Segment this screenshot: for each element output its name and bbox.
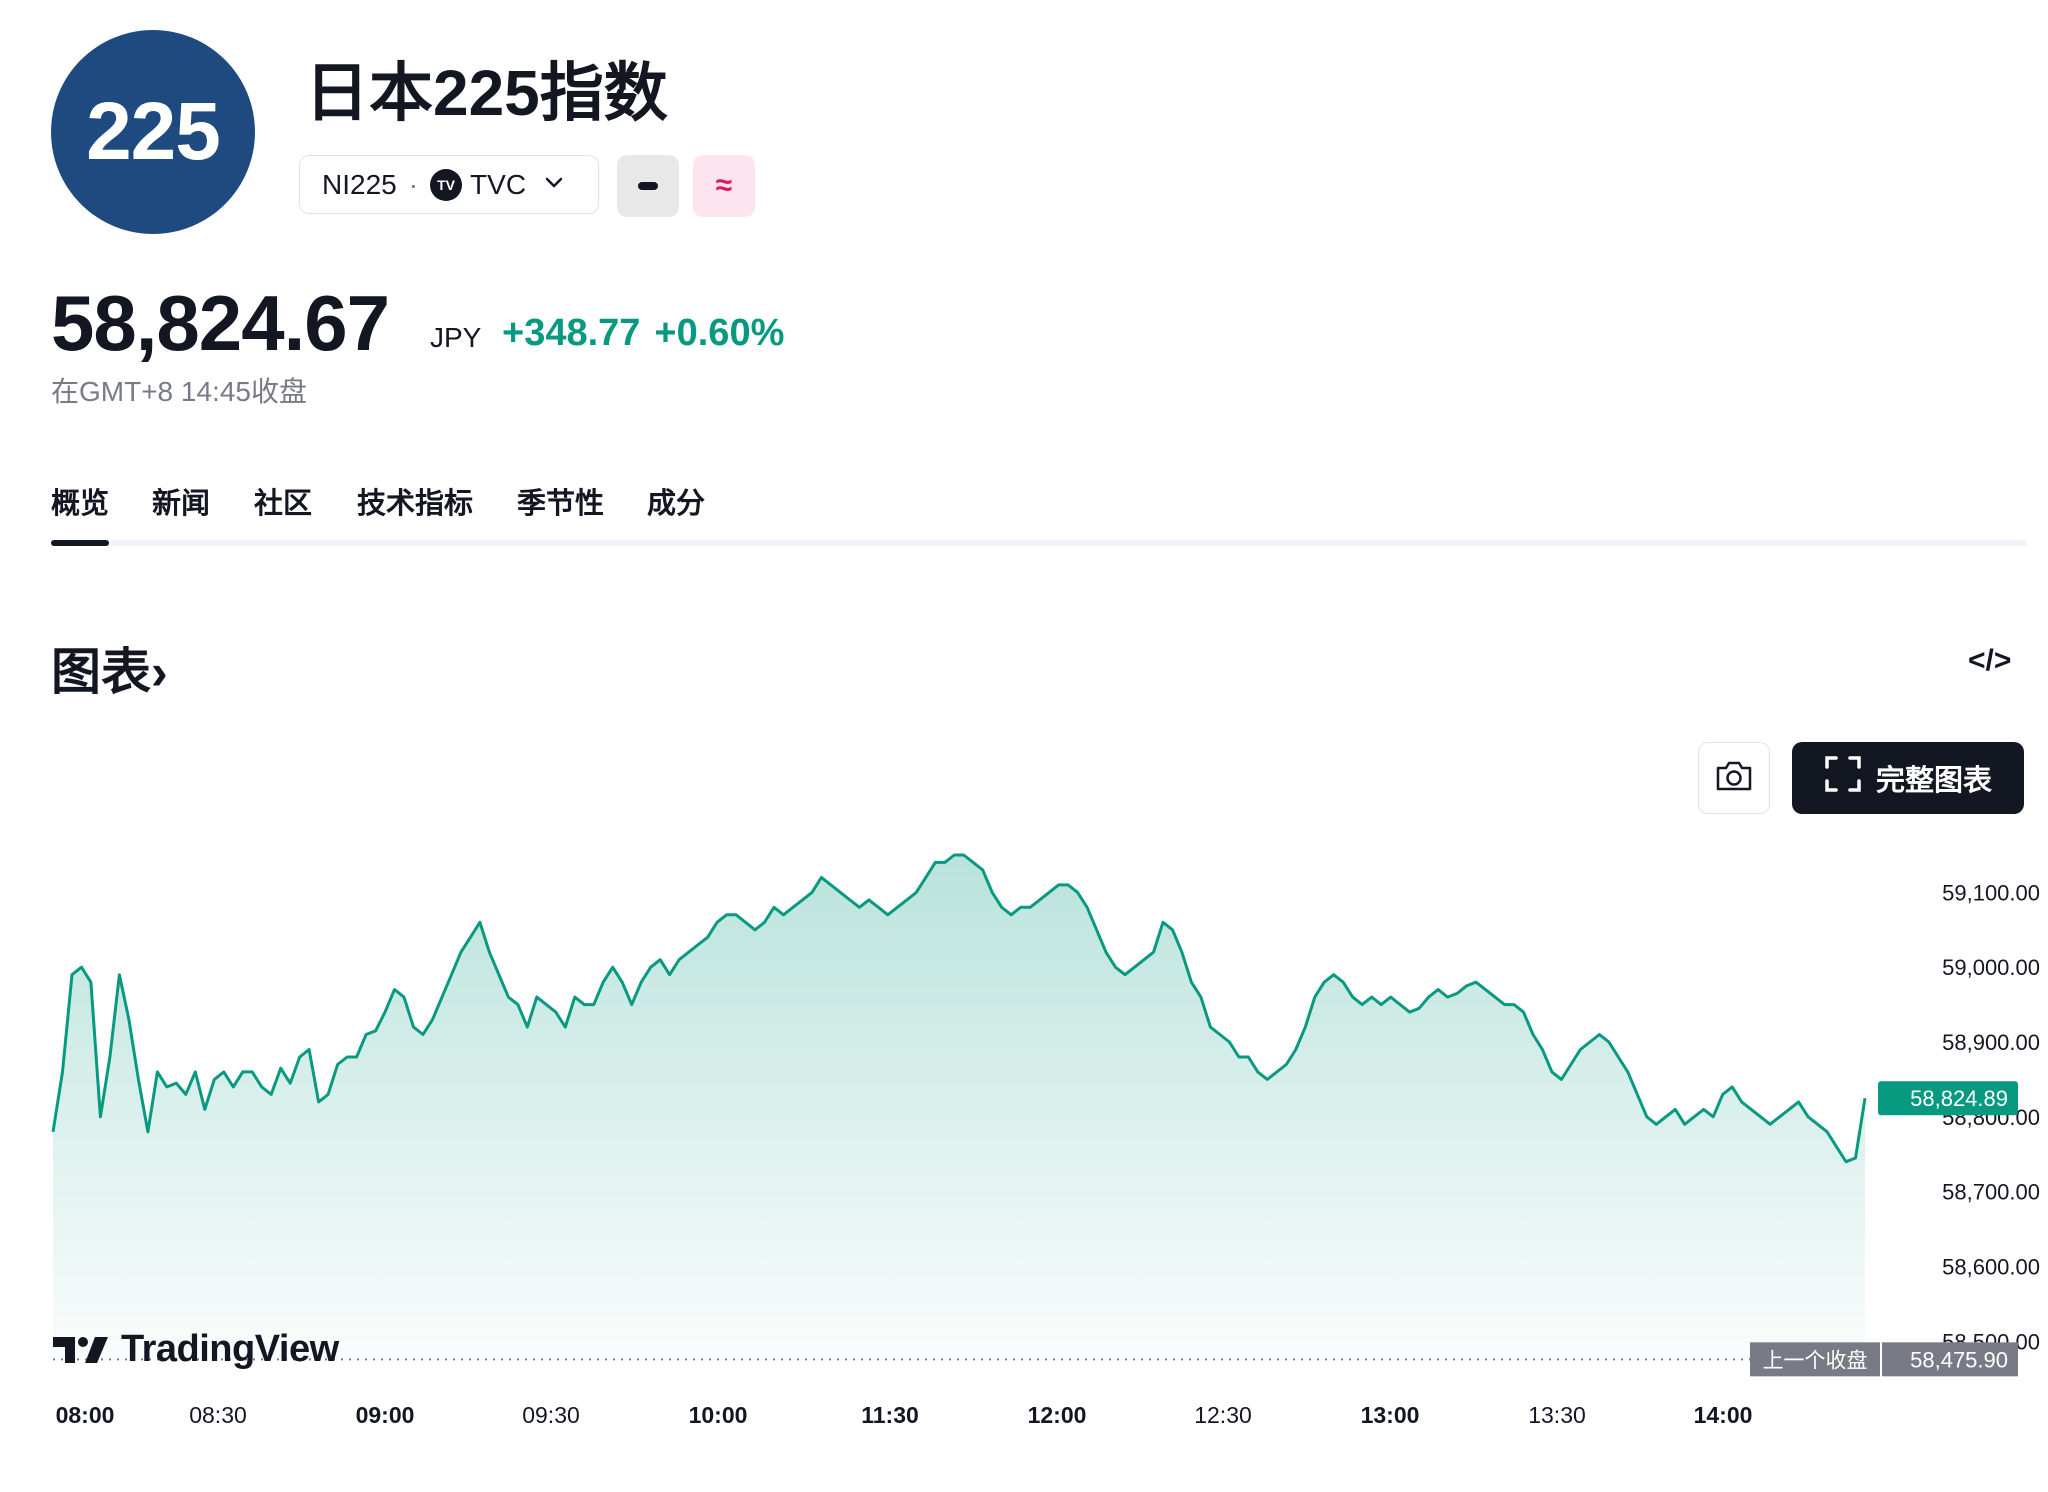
chevron-down-icon: [544, 173, 564, 196]
exchange-label: TVC: [470, 168, 527, 200]
tab-community[interactable]: 社区: [254, 488, 313, 520]
full-chart-label: 完整图表: [1875, 765, 1992, 797]
prev-close-value-label: 58,475.90: [1910, 1347, 2008, 1372]
tab-overview[interactable]: 概览: [51, 480, 110, 546]
x-tick-label: 10:00: [689, 1402, 748, 1428]
x-tick-label: 09:30: [522, 1402, 580, 1428]
x-tick-label: 13:30: [1528, 1402, 1586, 1428]
x-tick-label: 11:30: [861, 1402, 919, 1428]
embed-code-icon[interactable]: </>: [1968, 644, 2012, 677]
delayed-data-icon[interactable]: ≈: [693, 155, 755, 217]
y-tick-label: 58,600.00: [1942, 1254, 2040, 1279]
y-tick-label: 59,100.00: [1942, 880, 2040, 905]
section-tabs: 概览 新闻 社区 技术指标 季节性 成分: [51, 480, 2026, 546]
prev-close-label: 上一个收盘: [1763, 1348, 1868, 1372]
chart-section-label: 图表: [51, 644, 151, 700]
intraday-price-chart[interactable]: 59,100.0059,000.0058,900.0058,800.0058,7…: [0, 840, 2048, 1480]
market-closed-note: 在GMT+8 14:45收盘: [51, 376, 307, 407]
x-tick-label: 09:00: [356, 1402, 415, 1428]
x-tick-label: 08:30: [189, 1402, 247, 1428]
tab-components[interactable]: 成分: [647, 488, 706, 520]
index-logo: 225: [51, 30, 255, 234]
separator-dot: ·: [408, 168, 419, 200]
fullscreen-icon: [1824, 755, 1862, 801]
change-absolute: +348.77: [502, 312, 641, 354]
tradingview-logo: TradingView: [53, 1328, 339, 1371]
y-tick-label: 59,000.00: [1942, 955, 2040, 980]
y-tick-label: 58,700.00: [1942, 1180, 2040, 1205]
market-closed-icon[interactable]: [617, 155, 679, 217]
tab-seasonality[interactable]: 季节性: [517, 488, 605, 520]
x-tick-label: 12:00: [1028, 1402, 1087, 1428]
prev-close-badge: [1750, 1342, 1880, 1377]
camera-icon: [1714, 760, 1754, 797]
prev-close-value-badge: [1882, 1342, 2018, 1377]
y-tick-label: 58,900.00: [1942, 1030, 2040, 1055]
price-area-fill: [53, 855, 1865, 1360]
page-title: 日本225指数: [305, 57, 668, 129]
last-price: 58,824.67: [51, 279, 390, 367]
current-value-badge: [1878, 1081, 2018, 1116]
price-line: [51, 853, 1867, 1164]
symbol-exchange-selector[interactable]: NI225 · TV TVC: [299, 155, 599, 214]
x-tick-label: 12:30: [1194, 1402, 1252, 1428]
tab-news[interactable]: 新闻: [152, 488, 211, 520]
change-percent: +0.60%: [654, 312, 785, 354]
x-tick-label: 08:00: [56, 1402, 115, 1428]
symbol-label: NI225: [322, 168, 397, 200]
snapshot-button[interactable]: [1698, 742, 1770, 814]
x-tick-label: 13:00: [1361, 1402, 1420, 1428]
tradingview-wordmark: TradingView: [121, 1328, 339, 1370]
exchange-logo-icon: TV: [430, 168, 463, 201]
x-tick-label: 14:00: [1694, 1402, 1753, 1428]
tab-technicals[interactable]: 技术指标: [357, 488, 474, 520]
tradingview-mark-icon: [53, 1336, 108, 1363]
chart-section-title[interactable]: 图表›: [51, 632, 168, 704]
chevron-right-icon: ›: [151, 644, 168, 700]
price-change: +348.77 +0.60%: [502, 312, 784, 355]
current-value-label: 58,824.89: [1910, 1086, 2008, 1111]
currency-label: JPY: [430, 322, 482, 353]
full-chart-button[interactable]: 完整图表: [1792, 742, 2024, 814]
